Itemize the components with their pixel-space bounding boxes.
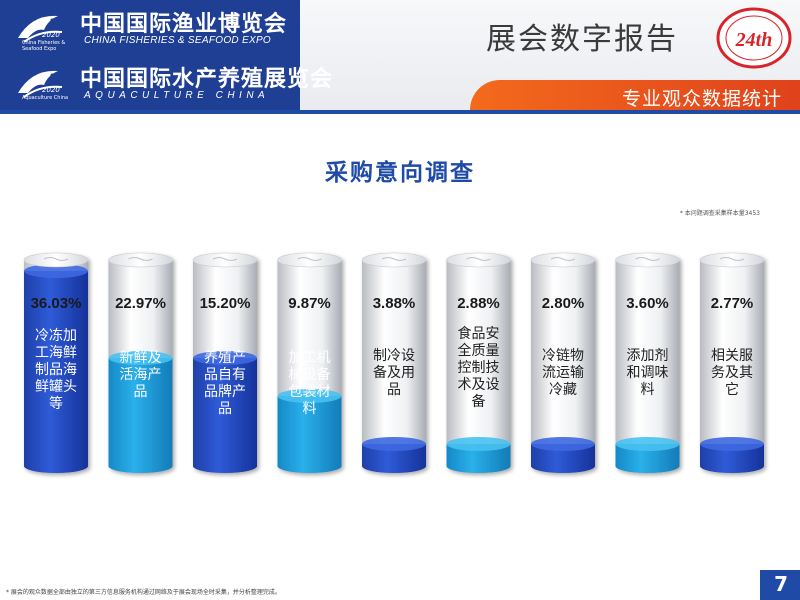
bar-top xyxy=(24,264,88,278)
value-label: 22.97% xyxy=(115,295,166,312)
bar-top xyxy=(108,351,173,365)
cylinder xyxy=(530,252,596,473)
bar-base xyxy=(362,459,426,473)
bar xyxy=(24,271,88,466)
bar-top xyxy=(615,437,680,451)
subtitle-bar: 专业观众数据统计 xyxy=(470,80,800,110)
header: 2020 China Fisheries & Seafood Expo 中国国际… xyxy=(0,0,800,110)
badge-text: 24th xyxy=(735,29,773,51)
bar-base xyxy=(700,459,764,473)
category-label: 添加剂和调味料 xyxy=(627,348,669,398)
footer-area xyxy=(0,570,760,600)
cylinder xyxy=(361,252,427,473)
report-title: 展会数字报告 xyxy=(486,22,678,57)
cap-highlight xyxy=(381,257,407,261)
cylinder xyxy=(23,252,89,473)
cylinder-cap xyxy=(277,252,342,268)
page-number-bar: 7 xyxy=(760,570,800,600)
page-number: 7 xyxy=(774,572,788,596)
value-label: 2.80% xyxy=(542,295,585,312)
cap-highlight xyxy=(297,257,322,261)
bar-base xyxy=(615,459,680,473)
cylinder-body xyxy=(615,260,680,466)
category-label: 相关服务及其它 xyxy=(711,348,753,398)
bar-top xyxy=(277,389,342,403)
fisheries-expo-logo: 2020 China Fisheries & Seafood Expo 中国国际… xyxy=(0,0,300,55)
bar-top xyxy=(531,437,595,451)
cylinder-cap xyxy=(23,252,89,268)
cylinder-cap xyxy=(108,252,173,268)
cap-highlight xyxy=(719,257,745,261)
header-divider xyxy=(0,110,800,114)
value-label: 9.87% xyxy=(288,295,331,312)
value-label: 15.20% xyxy=(200,295,251,312)
bar xyxy=(108,358,173,466)
value-label: 3.88% xyxy=(373,295,416,312)
cap-highlight xyxy=(550,257,576,261)
cap-highlight xyxy=(212,257,238,261)
bar-top xyxy=(700,437,764,451)
cylinder xyxy=(192,252,258,473)
bar-base xyxy=(531,459,595,473)
logo-year: 2020 xyxy=(42,86,60,94)
cap-highlight xyxy=(128,257,153,261)
24th-badge-icon: 24th xyxy=(716,7,792,69)
value-label: 3.60% xyxy=(626,295,669,312)
cylinder-cap xyxy=(530,252,596,268)
cylinder-body xyxy=(362,260,426,466)
fish-logo-icon xyxy=(18,15,63,43)
cylinder xyxy=(699,252,765,473)
cylinder-cap xyxy=(615,252,680,268)
cylinder-cap xyxy=(361,252,427,268)
logo-en-title: AQUACULTURE CHINA xyxy=(84,90,270,101)
cylinder xyxy=(446,252,511,473)
value-label: 36.03% xyxy=(31,295,82,312)
cylinder xyxy=(108,252,173,473)
bar-base xyxy=(277,459,342,473)
cylinder-cap xyxy=(699,252,765,268)
bar-base xyxy=(108,459,173,473)
bar-top xyxy=(193,351,257,365)
value-label: 2.77% xyxy=(711,295,754,312)
subtitle: 专业观众数据统计 xyxy=(621,88,782,110)
cylinder-body xyxy=(700,260,764,466)
bar xyxy=(277,396,342,466)
bar-top xyxy=(362,437,426,451)
logo-small-text: Aquaculture China xyxy=(22,95,69,101)
cap-highlight xyxy=(635,257,660,261)
category-label: 冷链物流运输冷藏 xyxy=(542,348,584,398)
cap-highlight xyxy=(466,257,491,261)
category-label: 加工机械设备包装材料 xyxy=(289,350,331,417)
fish-logo-icon xyxy=(18,70,63,98)
cylinder-cap xyxy=(446,252,511,268)
logo-cn-title: 中国国际水产养殖展览会 xyxy=(80,66,334,92)
category-label: 冷冻加工海鲜制品海鲜罐头等 xyxy=(35,327,77,412)
logo-block: 2020 China Fisheries & Seafood Expo 中国国际… xyxy=(0,0,332,110)
logo-en-title: CHINA FISHERIES & SEAFOOD EXPO xyxy=(84,35,271,46)
cylinder-body xyxy=(531,260,595,466)
logo-year: 2020 xyxy=(42,31,60,39)
logo-cn-title: 中国国际渔业博览会 xyxy=(80,11,288,37)
sample-note: * 本问题调查采集样本量3453 xyxy=(679,210,760,217)
cylinder xyxy=(615,252,680,473)
bar-base xyxy=(193,459,257,473)
category-label: 食品安全质量控制技术及设备 xyxy=(458,325,500,410)
chart-title: 采购意向调查 xyxy=(325,160,475,186)
category-label: 养殖产品自有品牌产品 xyxy=(204,349,246,417)
category-label: 新鲜及活海产品 xyxy=(120,350,162,400)
aquaculture-logo: 2020 Aquaculture China 中国国际水产养殖展览会 AQUAC… xyxy=(0,55,332,110)
cylinder-cap xyxy=(192,252,258,268)
bar-base xyxy=(446,459,511,473)
category-label: 制冷设备及用品 xyxy=(373,348,415,398)
purchase-intention-chart: 36.03% 冷冻加工海鲜制品海鲜罐头等 22.97% 新鲜及活海产品 15.20% 养殖… xyxy=(23,252,765,473)
cap-highlight xyxy=(43,257,69,261)
bar-base xyxy=(24,459,88,473)
bar-top xyxy=(446,437,511,451)
cylinder-body xyxy=(446,260,511,466)
logo-small-text: China Fisheries & Seafood Expo xyxy=(22,40,66,52)
cylinder xyxy=(277,252,342,473)
value-label: 2.88% xyxy=(457,295,500,312)
bar xyxy=(193,358,257,466)
footer-note: * 展会的观众数据全部由独立的第三方信息服务机构通过网络及于展会现场全时采集，并… xyxy=(6,589,281,596)
